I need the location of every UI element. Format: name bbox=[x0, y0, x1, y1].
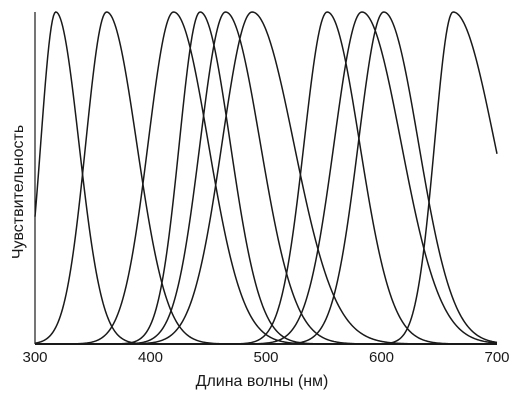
x-axis-title: Длина волны (нм) bbox=[196, 373, 329, 390]
x-tick-label-500: 500 bbox=[253, 349, 278, 366]
x-tick-label-400: 400 bbox=[138, 349, 163, 366]
y-axis-title: Чувствительность bbox=[10, 125, 27, 259]
curves-group bbox=[34, 11, 498, 345]
sensitivity-curve-465 bbox=[35, 11, 497, 345]
x-tick-label-600: 600 bbox=[369, 349, 394, 366]
x-tick-label-700: 700 bbox=[484, 349, 509, 366]
x-tick-labels: 300 400 500 600 700 bbox=[22, 349, 509, 366]
x-tick-label-300: 300 bbox=[22, 349, 47, 366]
